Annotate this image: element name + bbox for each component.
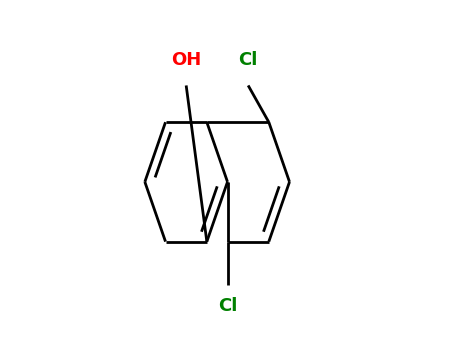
Text: Cl: Cl bbox=[238, 51, 258, 69]
Text: OH: OH bbox=[171, 51, 201, 69]
Text: Cl: Cl bbox=[218, 297, 237, 315]
